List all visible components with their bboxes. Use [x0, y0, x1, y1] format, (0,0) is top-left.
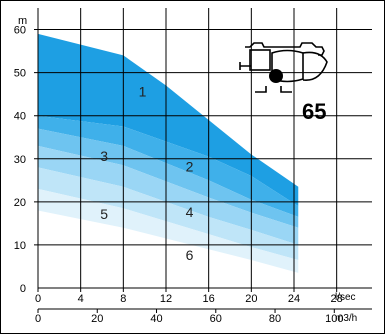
- zone-5-label: 5: [100, 206, 108, 222]
- y-tick-label: 20: [14, 197, 26, 209]
- zone-5-area: [38, 167, 299, 260]
- x-primary-unit-label: l/sec: [335, 292, 356, 303]
- x-primary-tick-label: 12: [160, 293, 172, 305]
- x-primary-tick-label: 20: [245, 293, 257, 305]
- x-secondary-tick-label: 40: [150, 313, 162, 325]
- y-tick-label: 40: [14, 111, 26, 123]
- x-secondary-unit-label: m3/h: [335, 313, 357, 324]
- x-primary-tick-label: 24: [288, 293, 300, 305]
- axes-layer: [37, 8, 372, 313]
- zone-3-area: [38, 128, 299, 228]
- zone-1-area: [38, 33, 299, 207]
- grid-layer: [34, 8, 372, 288]
- y-tick-label: 30: [14, 154, 26, 166]
- x-primary-tick-label: 8: [120, 293, 126, 305]
- zone-1-label: 1: [139, 83, 147, 99]
- x-secondary-tick-label: 60: [210, 313, 222, 325]
- y-tick-label: 50: [14, 68, 26, 80]
- y-tick-label: 60: [14, 25, 26, 37]
- model-number: 65: [302, 99, 326, 124]
- y-tick-label: 0: [20, 283, 26, 295]
- zone-label-layer: 1 2 3 4 5 6: [100, 83, 193, 263]
- x-primary-tick-label: 0: [35, 293, 41, 305]
- zone-6-label: 6: [186, 247, 194, 263]
- zone-6-area: [38, 188, 299, 273]
- zone-2-area: [38, 115, 299, 217]
- zone-4-area: [38, 145, 299, 245]
- zone-2-label: 2: [186, 159, 194, 175]
- x-secondary-tick-label: 20: [91, 313, 103, 325]
- x-primary-tick-label: 28: [331, 293, 343, 305]
- x-primary-tick-label: 4: [78, 293, 84, 305]
- zone-3-label: 3: [100, 148, 108, 164]
- zone-layer: [38, 33, 299, 273]
- x-secondary-tick-label: 100: [325, 313, 343, 325]
- pump-icon: [239, 42, 328, 93]
- x-secondary-tick-label: 0: [35, 313, 41, 325]
- x-primary-tick-label: 16: [203, 293, 215, 305]
- y-unit-label: m: [18, 15, 27, 27]
- x-secondary-tick-label: 80: [269, 313, 281, 325]
- y-tick-label: 10: [14, 240, 26, 252]
- zone-4-label: 4: [186, 204, 194, 220]
